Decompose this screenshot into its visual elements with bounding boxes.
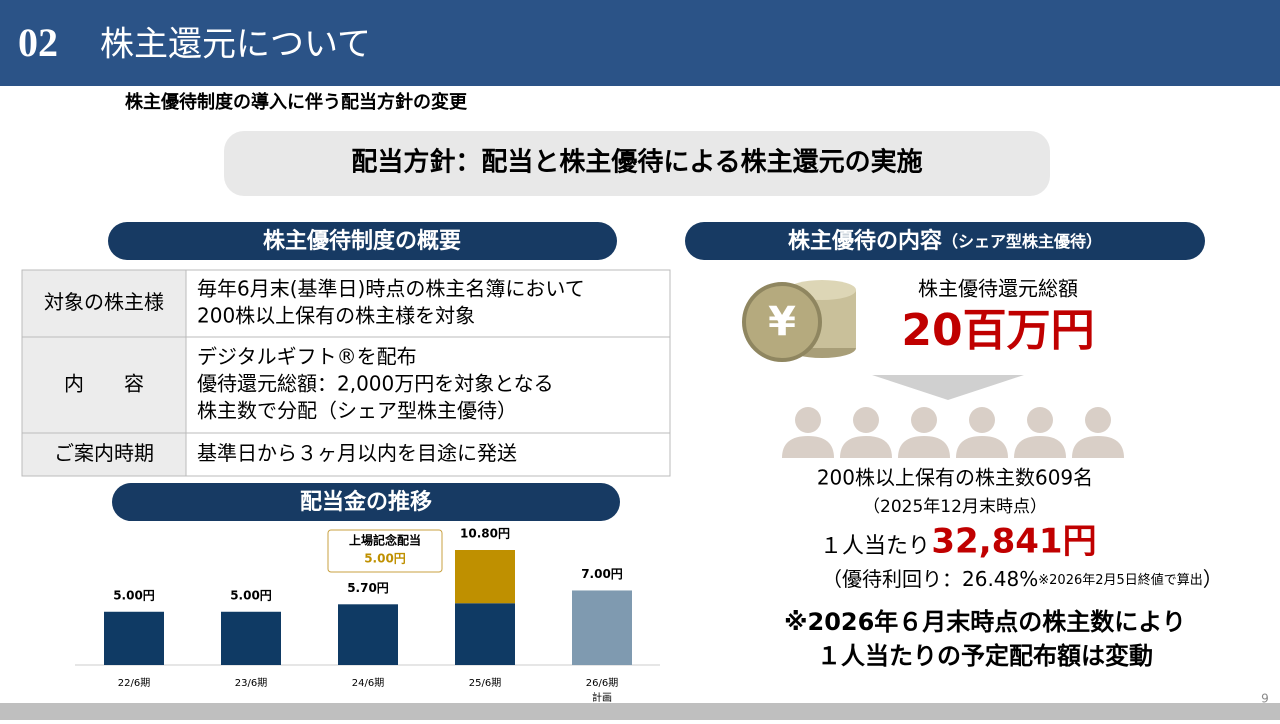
person-body — [1072, 436, 1124, 458]
annotation: 上場記念配当 — [349, 533, 421, 548]
benefit-title-main: 株主優待の内容 — [788, 228, 942, 254]
bar — [104, 611, 164, 665]
total-label: 5.00円 — [113, 588, 155, 602]
as-of: （2025年12月末時点） — [863, 497, 1047, 517]
people-icons — [782, 407, 1124, 458]
svg-text:¥: ¥ — [768, 299, 796, 345]
person-body — [840, 436, 892, 458]
yield-close: ） — [1203, 567, 1223, 591]
person-body — [956, 436, 1008, 458]
total-label: 10.80円 — [460, 527, 510, 541]
notice: ※2026年６月末時点の株主数により — [784, 608, 1186, 636]
total-label: 5.70円 — [347, 581, 389, 595]
row-text: デジタルギフト®を配布 — [197, 345, 417, 369]
x-tick-label: 24/6期 — [352, 677, 384, 689]
footer-bar — [0, 703, 1280, 720]
label-cell — [21, 336, 187, 434]
overview-title: 株主優待制度の概要 — [263, 228, 461, 254]
table: 対象の株主様 毎年6月末(基準日)時点の株主名簿において 200株以上保有の株主様を… — [21, 269, 671, 477]
label-cell — [21, 269, 187, 338]
row-label: 対象の株主様 — [44, 290, 164, 314]
policy-box — [224, 131, 1050, 196]
segment-label: 5.00円 — [364, 552, 406, 566]
value-cell — [185, 269, 671, 338]
yield-main: （優待利回り：26.48% — [822, 567, 1038, 591]
pill — [685, 222, 1205, 260]
pill — [112, 483, 620, 521]
pill — [108, 222, 617, 260]
page-number: 9 — [1261, 692, 1269, 706]
benefit-title: 株主優待の内容（シェア型株主優待） — [788, 228, 1102, 254]
total-label: 株主優待還元総額 — [918, 277, 1078, 301]
policy: 配当方針：配当と株主優待による株主還元の実施 — [351, 147, 922, 178]
row-text: 優待還元総額：2,000万円を対象となる — [197, 372, 554, 396]
row-label: ご案内時期 — [54, 441, 154, 465]
x-tick-label: 26/6期 — [586, 677, 618, 689]
benefit-title-note: （シェア型株主優待） — [942, 232, 1102, 251]
person-head — [853, 407, 879, 433]
annotation-box — [327, 529, 443, 573]
row-label: 内 容 — [64, 372, 144, 396]
x-tick-label: 25/6期 — [469, 677, 501, 689]
per-person-label: １人当たり — [820, 534, 930, 559]
notice: １人当たりの予定配布額は変動 — [817, 642, 1153, 670]
total-label: 7.00円 — [581, 567, 623, 581]
person-head — [1027, 407, 1053, 433]
bar — [455, 550, 515, 604]
person-head — [795, 407, 821, 433]
value-cell — [185, 336, 671, 434]
person-body — [1014, 436, 1066, 458]
row-text: 基準日から３ヶ月以内を目途に発送 — [197, 441, 517, 465]
coin-icon: ¥ — [742, 280, 856, 362]
chart-title: 配当金の推移 — [300, 489, 432, 515]
person-body — [898, 436, 950, 458]
value-cell — [185, 432, 671, 477]
subtitle: 株主優待制度の導入に伴う配当方針の変更 — [125, 91, 468, 113]
header-title: 株主還元について — [100, 25, 371, 65]
row-text: 毎年6月末(基準日)時点の株主名簿において — [197, 277, 585, 301]
bar — [221, 611, 281, 665]
x-tick-note: 計画 — [592, 691, 612, 704]
bar — [338, 604, 398, 665]
yield: （優待利回り：26.48%※2026年2月5日終値で算出） — [822, 567, 1223, 591]
holders: 200株以上保有の株主数609名 — [817, 466, 1093, 490]
total: 20百万円 — [901, 305, 1094, 356]
x-tick-label: 22/6期 — [118, 677, 150, 689]
header-bar — [0, 0, 1280, 86]
row-text: 株主数で分配（シェア型株主優待） — [197, 399, 517, 423]
chart: 5.00円 22/6期 5.00円 23/6期 5.70円 24/6期 10.80円 25/6… — [75, 527, 660, 704]
per-person: 32,841円 — [931, 522, 1096, 562]
person-body — [782, 436, 834, 458]
arrow — [872, 375, 1024, 400]
total-label: 5.00円 — [230, 588, 272, 602]
person-head — [1085, 407, 1111, 433]
section-number: 02 — [18, 20, 58, 65]
person-head — [911, 407, 937, 433]
yield-note: ※2026年2月5日終値で算出 — [1038, 572, 1203, 588]
label-cell — [21, 432, 187, 477]
bar — [455, 603, 515, 665]
x-tick-label: 23/6期 — [235, 677, 267, 689]
bar — [572, 590, 632, 665]
row-text: 200株以上保有の株主様を対象 — [197, 304, 475, 328]
person-head — [969, 407, 995, 433]
